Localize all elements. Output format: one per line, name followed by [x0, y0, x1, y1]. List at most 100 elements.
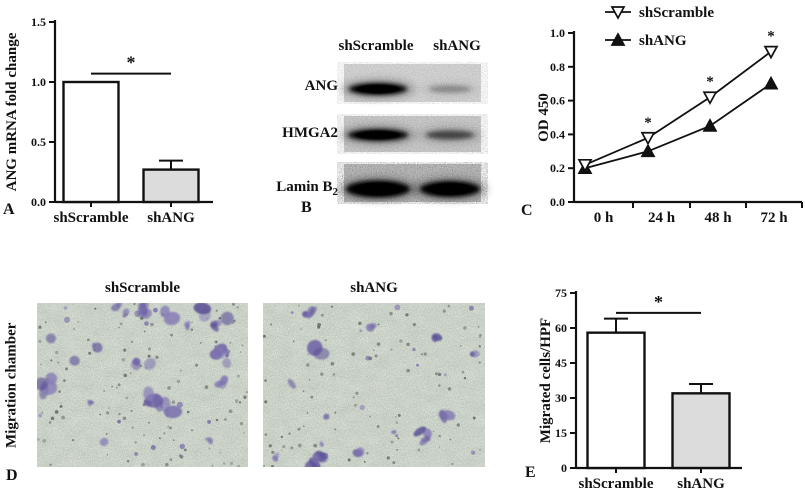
micrograph-shang	[263, 303, 485, 467]
debris-speck	[131, 426, 134, 429]
debris-speck	[65, 367, 68, 371]
debris-speck	[438, 446, 441, 448]
debris-speck	[292, 340, 295, 343]
debris-speck	[308, 378, 311, 381]
open-inverted-triangle-marker	[702, 91, 718, 105]
micrograph-title-shang: shANG	[350, 280, 398, 296]
stained-cell	[163, 405, 183, 419]
filled-triangle-marker	[640, 143, 656, 158]
debris-speck	[106, 411, 110, 415]
debris-speck	[396, 448, 399, 452]
debris-speck	[143, 330, 146, 333]
stained-cell	[220, 375, 229, 385]
legend-label: shScramble	[639, 5, 714, 21]
debris-speck	[417, 448, 421, 452]
stained-cell	[366, 323, 375, 332]
debris-speck	[297, 443, 302, 448]
debris-speck	[270, 465, 275, 467]
debris-speck	[330, 361, 335, 366]
x-tick-label: 72 h	[760, 210, 788, 226]
debris-speck	[332, 373, 336, 376]
stained-cell	[305, 313, 311, 318]
stained-cell	[69, 355, 80, 366]
stained-cell-small	[117, 419, 121, 424]
western-blot-strips	[338, 64, 488, 202]
stained-cell	[313, 347, 330, 360]
protein-name: ANG	[304, 78, 338, 94]
blot-band-core	[355, 130, 401, 140]
stained-cell	[185, 325, 190, 331]
debris-speck	[478, 345, 481, 348]
debris-speck	[118, 326, 120, 329]
debris-speck	[363, 460, 366, 463]
stained-cell	[209, 438, 214, 442]
debris-speck	[280, 435, 284, 439]
stained-cell	[413, 426, 426, 437]
y-axis-label: ANG mRNA fold change	[4, 32, 20, 191]
debris-speck	[449, 438, 452, 441]
stained-cell	[99, 437, 109, 447]
debris-speck	[167, 425, 170, 428]
debris-speck	[347, 458, 351, 462]
debris-speck	[324, 339, 327, 342]
debris-speck	[191, 321, 193, 323]
debris-speck	[372, 349, 375, 352]
category-label: shANG	[147, 210, 195, 226]
stained-cell	[132, 357, 141, 366]
open-inverted-triangle-marker	[640, 131, 656, 146]
y-tick-label: 0.2	[550, 161, 565, 175]
legend-label: shANG	[639, 33, 687, 49]
panel-label-a: A	[3, 201, 15, 218]
debris-speck	[105, 433, 108, 435]
panel-label-e: E	[525, 464, 536, 481]
debris-speck	[334, 428, 337, 431]
y-tick-label: 45	[555, 356, 567, 370]
debris-speck	[438, 384, 441, 387]
debris-speck	[169, 458, 173, 461]
debris-speck	[463, 376, 467, 380]
open-inverted-triangle-marker	[610, 6, 626, 20]
migrated-cells-bar-chart: 0 15 30 45 60 75 shScramble shANG * Migrated cell…	[538, 286, 742, 492]
debris-speck	[211, 464, 214, 467]
debris-speck	[330, 305, 334, 308]
debris-speck	[239, 351, 242, 353]
debris-speck	[237, 465, 241, 467]
debris-speck	[219, 451, 221, 454]
stained-cell-small	[359, 329, 363, 333]
debris-speck	[50, 416, 55, 421]
debris-speck	[55, 350, 59, 355]
debris-speck	[216, 341, 218, 343]
debris-speck	[472, 416, 476, 420]
debris-speck	[44, 321, 47, 324]
bar-shScramble	[586, 331, 646, 470]
y-tick-label: 0.5	[31, 135, 46, 149]
stained-cell-small	[153, 307, 158, 313]
filled-triangle-marker	[763, 75, 779, 90]
debris-speck	[369, 415, 372, 418]
stained-cell	[212, 347, 227, 359]
debris-speck	[117, 383, 121, 387]
stained-cell	[92, 342, 103, 353]
y-tick-label: 0.8	[550, 60, 565, 74]
debris-speck	[118, 412, 121, 416]
debris-speck	[376, 342, 381, 346]
stained-cell-small	[359, 404, 365, 411]
debris-speck	[108, 407, 110, 410]
debris-speck	[447, 304, 451, 308]
debris-speck	[94, 307, 97, 310]
debris-speck	[121, 357, 126, 362]
debris-speck	[397, 413, 401, 417]
debris-speck	[123, 348, 127, 352]
debris-speck	[290, 446, 294, 450]
bar-shANG	[671, 392, 731, 470]
debris-speck	[40, 363, 42, 366]
stained-cell	[122, 308, 130, 316]
debris-speck	[73, 327, 76, 330]
debris-speck	[147, 354, 151, 358]
stained-cell	[311, 453, 321, 464]
debris-speck	[173, 439, 175, 441]
debris-speck	[163, 432, 166, 435]
debris-speck	[310, 395, 314, 399]
stained-cell	[193, 303, 212, 315]
stained-cell	[153, 393, 163, 412]
